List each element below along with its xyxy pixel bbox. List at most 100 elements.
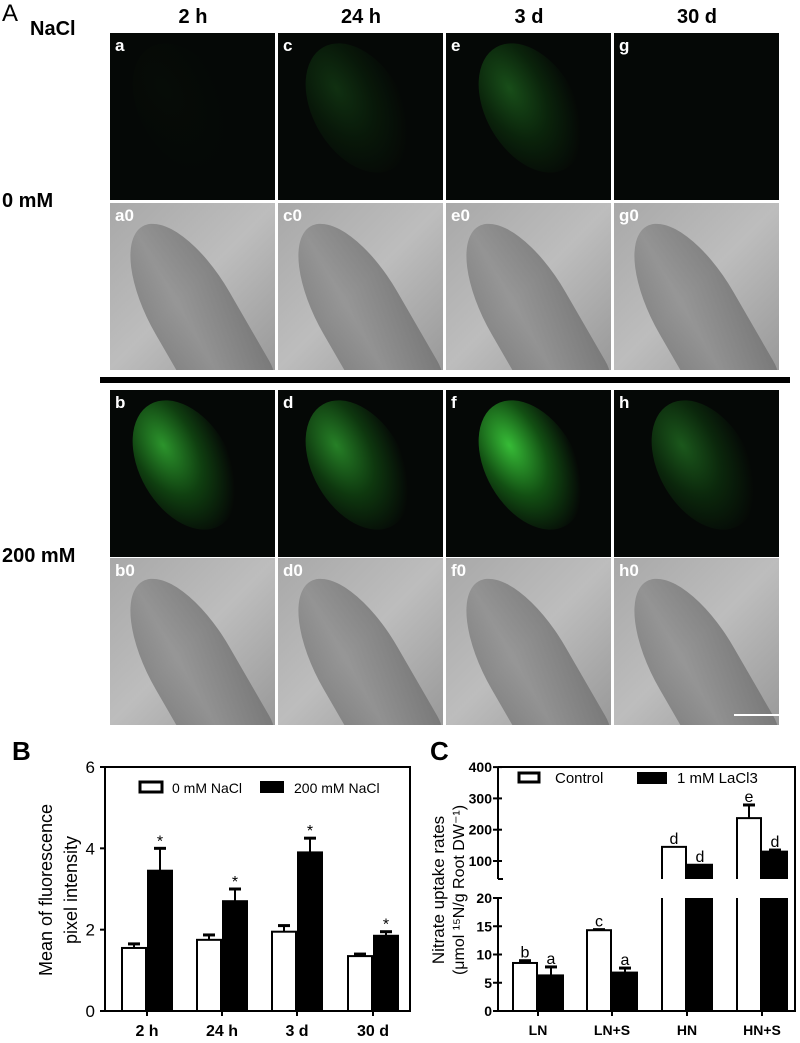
brightfield-image: a0 [110,203,275,370]
bar [222,900,248,1013]
bar [147,869,173,1013]
y-tick-label: 0 [86,1002,95,1021]
x-tick-label: 2 h [135,1023,158,1040]
fluorescence-signal [630,390,778,549]
y-tick-label: 6 [86,758,95,777]
significance-letter: e [745,789,754,806]
legend-label: 200 mM NaCl [294,780,380,796]
root-tissue [446,205,611,370]
legend-swatch [138,780,164,794]
y-tick-label: 15 [476,918,492,934]
bar-lower [762,898,788,1012]
bar [297,851,323,1013]
panel-a-label: A [2,0,19,27]
x-tick-label: HN [677,1022,697,1038]
panel-tag: b [115,393,126,412]
fluorescence-image: e [446,33,611,200]
y-tick-label: 4 [86,839,95,858]
fluorescence-image: f [446,390,611,557]
brightfield-image: d0 [278,558,443,725]
y-axis-label: (μmol ¹⁵N/g Root DW⁻¹) [451,805,468,975]
panel-tag: h [619,393,630,412]
x-tick-label: 24 h [206,1023,238,1040]
panel-tag: h0 [619,561,639,580]
significance-mark: * [157,833,163,850]
fluorescence-signal [457,33,605,192]
column-label: 24 h [340,6,382,28]
brightfield-image: f0 [446,558,611,725]
x-tick-label: LN+S [594,1022,630,1038]
y-tick-label: 0 [484,1003,492,1019]
scale-bar [734,714,779,716]
fluorescence-signal [284,33,432,192]
significance-letter: d [771,834,780,851]
y-tick-label: 100 [469,853,493,869]
bar [538,974,564,1013]
significance-letter: d [670,831,679,848]
row-label: 200 mM [2,545,76,567]
root-tissue [110,205,275,370]
bar-upper [661,845,687,879]
y-tick-label: 200 [469,822,493,838]
treatment-label: NaCl [30,18,76,40]
y-tick-label: 5 [484,975,492,991]
bar [612,971,638,1013]
panel-tag: d0 [283,561,303,580]
fluorescence-signal [284,390,432,549]
significance-mark: * [232,874,238,891]
brightfield-image: b0 [110,558,275,725]
y-axis-label: Mean of fluorescence [36,804,56,976]
fluorescence-image: b [110,390,275,557]
bar [586,929,612,1013]
x-tick-label: LN [529,1022,548,1038]
significance-mark: * [307,823,313,840]
chart-c: C 0 5 10 15 20 100 200 300 400 LN LN+S HN HN+S b c d e a a d… [429,736,796,1038]
y-tick-label: 2 [86,921,95,940]
significance-letter: b [521,945,530,962]
panel-tag: c [283,36,293,55]
significance-letter: c [595,914,603,931]
fluorescence-image: g [614,33,779,200]
significance-letter: a [547,951,556,968]
column-label: 3 d [514,6,544,28]
column-label: 30 d [676,6,718,28]
x-tick-label: HN+S [743,1022,781,1038]
bar [347,955,373,1012]
panel-tag: c0 [283,206,302,225]
bar [121,946,147,1013]
legend-swatch [260,781,284,793]
y-tick-label: 20 [476,890,492,906]
panel-tag: b0 [115,561,135,580]
fluorescence-signal [457,390,605,549]
brightfield-image: c0 [278,203,443,370]
bar-lower [661,898,687,1012]
bar-upper [687,863,713,879]
x-tick-label: 30 d [357,1023,389,1040]
root-tissue [278,205,443,370]
y-tick-label: 400 [469,759,493,775]
panel-tag: e0 [451,206,470,225]
panel-tag: f [451,393,457,412]
bar [512,961,538,1012]
fluorescence-image: a [110,33,275,200]
y-tick-label: 10 [476,947,492,963]
panel-tag: a [115,36,125,55]
chart-b: B 0 2 4 6 2 h 24 h 3 d 30 d * * * * 0 mM NaCl 200 mM N… [12,736,411,1040]
significance-letter: d [696,849,705,866]
column-label: 2 h [178,6,208,28]
bar [271,930,297,1013]
panel-tag: g [619,36,630,55]
bar-lower [687,898,713,1012]
y-tick-label: 300 [469,790,493,806]
panel-tag: g0 [619,206,639,225]
fluorescence-signal [111,33,259,192]
fluorescence-image: c [278,33,443,200]
bar-upper [762,850,788,879]
brightfield-image: g0 [614,203,779,370]
fluorescence-signal [630,33,778,192]
panel-tag: d [283,393,294,412]
significance-mark: * [383,917,389,934]
significance-letter: a [621,952,630,969]
plot-frame [498,766,796,1012]
